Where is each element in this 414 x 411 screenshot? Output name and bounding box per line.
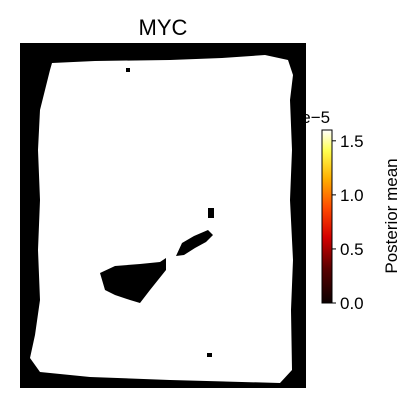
colorbar-tick-label: 0.5	[340, 240, 364, 259]
colorbar-tick-label: 1.0	[340, 186, 364, 205]
colorbar-label: Posterior mean	[382, 158, 401, 273]
colorbar	[321, 129, 333, 304]
colorbar-multiplier: 1e−5	[292, 108, 330, 127]
dark-patch-dot-3	[126, 68, 130, 72]
dark-patch-diagonal	[176, 230, 213, 256]
dark-patch-large	[100, 258, 166, 303]
dark-patch-dot-1	[208, 208, 214, 218]
colorbar-tick-label: 1.5	[340, 132, 364, 151]
dark-patch-dot-2	[207, 353, 212, 357]
colorbar-tick-label: 0.0	[340, 294, 364, 313]
tissue-region	[30, 55, 293, 383]
chart-title: MYC	[139, 15, 188, 40]
colorbar-ticks: 0.0 0.5 1.0 1.5	[332, 132, 364, 313]
